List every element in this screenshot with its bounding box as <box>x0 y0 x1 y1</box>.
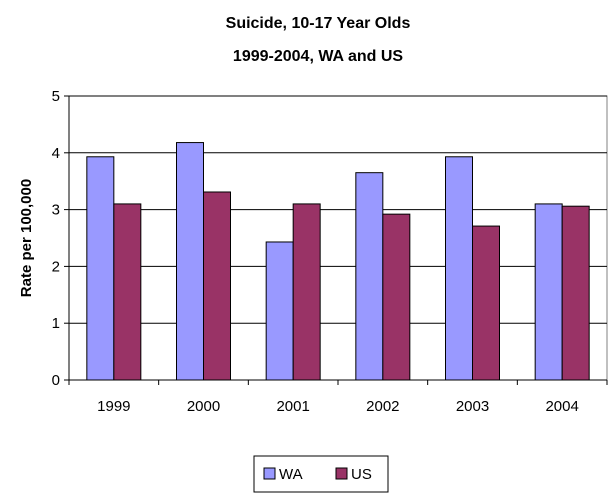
chart-title-line-1: Suicide, 10-17 Year Olds <box>226 15 411 32</box>
legend-swatch-us <box>335 467 348 480</box>
legend-swatch-wa <box>263 467 276 480</box>
x-tick-label: 2001 <box>276 398 309 415</box>
y-axis-label: Rate per 100,000 <box>18 179 35 297</box>
bars <box>86 142 590 381</box>
plot-frame <box>68 95 608 381</box>
y-tick-label: 4 <box>52 145 60 162</box>
bar-us-1999 <box>113 203 142 381</box>
chart-title: Suicide, 10-17 Year Olds 1999-2004, WA a… <box>226 15 411 65</box>
legend-box <box>253 455 389 493</box>
y-tick-label: 2 <box>52 258 60 275</box>
chart-title-line-2: 1999-2004, WA and US <box>233 48 403 65</box>
bar-wa-2001 <box>265 241 294 381</box>
bar-wa-2004 <box>534 203 563 381</box>
y-axis: 0 1 2 3 4 5 <box>52 88 70 389</box>
y-tick-label: 3 <box>52 202 60 219</box>
gridlines <box>69 95 607 324</box>
y-tick-label: 0 <box>52 372 60 389</box>
plot-area <box>68 95 608 381</box>
legend: WA US <box>253 455 389 493</box>
y-tick-label: 5 <box>52 88 60 105</box>
bar-wa-2000 <box>176 142 204 381</box>
bar-us-2001 <box>292 203 321 381</box>
bar-us-2000 <box>203 191 231 381</box>
x-tick-label: 2002 <box>366 398 399 415</box>
y-tick-label: 1 <box>52 315 60 332</box>
bar-us-2003 <box>472 225 500 381</box>
x-tick-label: 1999 <box>97 398 130 415</box>
bar-wa-2003 <box>445 156 473 381</box>
bar-us-2002 <box>382 213 411 381</box>
legend-label-us: US <box>351 466 372 483</box>
bar-us-2004 <box>561 205 590 381</box>
x-axis: 1999 2000 2001 2002 2003 2004 <box>68 379 608 415</box>
bar-wa-1999 <box>86 156 115 381</box>
bar-wa-2002 <box>355 172 384 381</box>
x-tick-label: 2004 <box>545 398 578 415</box>
legend-label-wa: WA <box>279 466 303 483</box>
x-tick-label: 2000 <box>187 398 220 415</box>
x-tick-label: 2003 <box>456 398 489 415</box>
